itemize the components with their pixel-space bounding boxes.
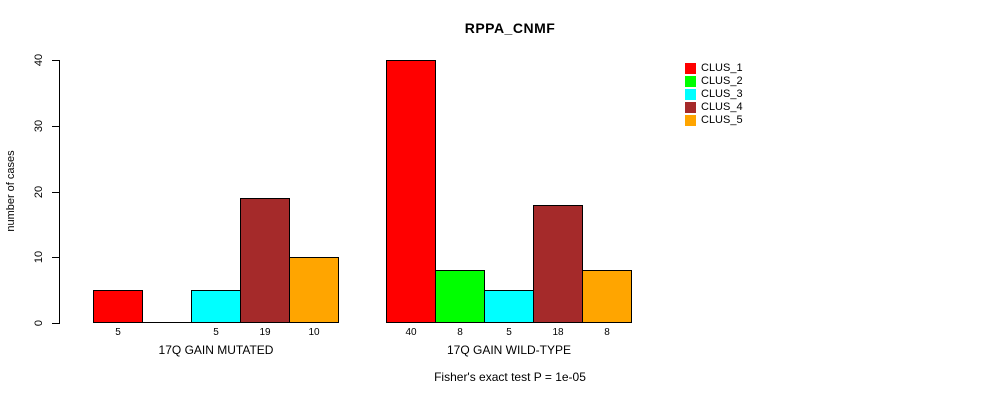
y-axis-title: number of cases xyxy=(5,150,17,232)
bar-value-label: 5 xyxy=(506,327,512,338)
bar-value-label: 5 xyxy=(213,327,219,338)
legend-swatch-icon xyxy=(685,63,696,74)
legend-entry-clus_1: CLUS_1 xyxy=(685,62,743,75)
bar-value-label: 5 xyxy=(115,327,121,338)
y-tick-label: 0 xyxy=(33,319,45,327)
fisher-test-annotation: Fisher's exact test P = 1e-05 xyxy=(434,370,586,384)
y-tick-mark xyxy=(52,257,59,258)
legend-swatch-icon xyxy=(685,76,696,87)
y-tick-mark xyxy=(52,192,59,193)
bar-clus_5-group1 xyxy=(289,257,339,323)
y-tick-label: 20 xyxy=(33,185,45,199)
x-group-label: 17Q GAIN MUTATED xyxy=(158,343,274,357)
legend-entry-clus_2: CLUS_2 xyxy=(685,75,743,88)
bar-value-label: 8 xyxy=(457,327,463,338)
bar-value-label: 10 xyxy=(308,327,320,338)
legend-entry-clus_5: CLUS_5 xyxy=(685,114,743,127)
bar-clus_1-group2 xyxy=(386,60,436,323)
legend-label: CLUS_2 xyxy=(701,75,743,87)
chart-title: RPPA_CNMF xyxy=(464,20,556,36)
y-tick-mark xyxy=(52,60,59,61)
legend: CLUS_1 CLUS_2 CLUS_3 CLUS_4 CLUS_5 xyxy=(685,62,743,127)
y-tick-mark xyxy=(52,126,59,127)
legend-entry-clus_4: CLUS_4 xyxy=(685,101,743,114)
y-axis-line xyxy=(59,60,60,324)
bar-clus_4-group1 xyxy=(240,198,290,323)
legend-label: CLUS_1 xyxy=(701,62,743,74)
legend-label: CLUS_4 xyxy=(701,101,743,113)
bar-value-label: 19 xyxy=(259,327,271,338)
legend-entry-clus_3: CLUS_3 xyxy=(685,88,743,101)
y-tick-label: 40 xyxy=(33,53,45,67)
legend-swatch-icon xyxy=(685,102,696,113)
y-tick-mark xyxy=(52,323,59,324)
x-group-label: 17Q GAIN WILD-TYPE xyxy=(446,343,572,357)
bar-value-label: 18 xyxy=(552,327,564,338)
bar-value-label: 8 xyxy=(604,327,610,338)
y-tick-label: 10 xyxy=(33,250,45,264)
legend-swatch-icon xyxy=(685,89,696,100)
bar-value-label: 40 xyxy=(405,327,417,338)
bar-clus_4-group2 xyxy=(533,205,583,323)
legend-label: CLUS_3 xyxy=(701,88,743,100)
legend-swatch-icon xyxy=(685,115,696,126)
legend-label: CLUS_5 xyxy=(701,114,743,126)
bar-clus_3-group1 xyxy=(191,290,241,323)
bar-clus_2-group2 xyxy=(435,270,485,323)
bar-clus_5-group2 xyxy=(582,270,632,323)
bar-clus_2-group1-zero xyxy=(142,322,192,323)
bar-clus_1-group1 xyxy=(93,290,143,323)
y-tick-label: 30 xyxy=(33,119,45,133)
bar-clus_3-group2 xyxy=(484,290,534,323)
